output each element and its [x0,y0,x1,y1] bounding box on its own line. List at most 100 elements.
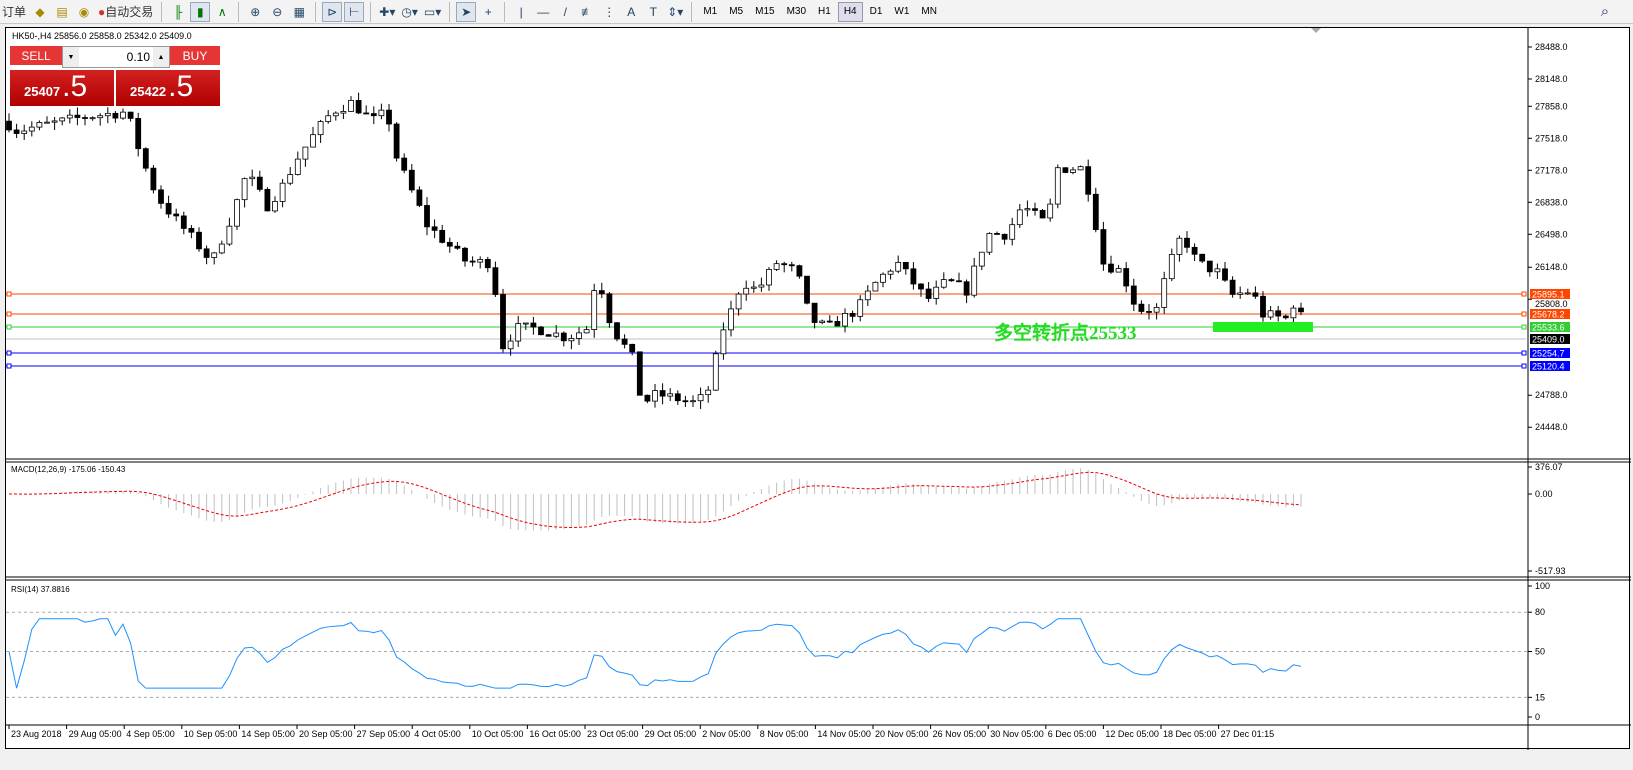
pivot-annotation: 多空转折点25533 [994,323,1137,344]
fibonacci-icon[interactable]: ≢ [581,4,594,19]
zoom-out-icon[interactable]: ⊖ [272,4,283,19]
candle-body [986,233,993,253]
expert-button[interactable]: ◉ [74,2,94,22]
candle-body [545,334,552,337]
level-price-label: 25254.7 [1532,349,1565,359]
timeframe-h1[interactable]: H1 [818,6,831,17]
candle-body [150,167,157,191]
price-tick-label: 27518.0 [1535,133,1568,143]
candle-body [933,286,940,299]
date-label: 20 Sep 05:00 [299,729,353,739]
new-order-button[interactable]: 订单 [0,2,28,22]
candle-body [659,390,666,397]
line-chart-icon[interactable]: ∧ [217,4,227,19]
candle-body [690,400,696,403]
candle-body [1085,166,1092,195]
buy-price[interactable]: 25422.5 [116,70,220,106]
crosshair-icon[interactable]: + [484,4,492,19]
indicators-icon[interactable]: ✚▾ [379,4,396,19]
level-price-label: 25533.6 [1532,323,1565,333]
candle-body [925,288,932,299]
buy-price-main: 25422 [130,84,167,99]
candle-body [811,302,818,323]
history-button[interactable]: ◆ [30,2,50,22]
chart-canvas[interactable]: 28488.0 28148.0 27858.0 27518.0 27178.0 26838… [6,28,1631,750]
expert-icon: ◉ [78,4,90,19]
candle-body [6,120,12,131]
rsi-tick-label: 80 [1535,607,1545,617]
candle-body [1100,229,1107,265]
toolbar: 订单 ◆ ▤ ◉ ● 自动交易 ╟ ▮ ∧ ⊕ ⊖ ▦ ⊳ ⊢ ✚▾ ◷▾ ▭▾ ➤ + | — / ≢ ⋮ A T ⇕▾ M1 M5 M… [0,0,1633,24]
lot-size-stepper[interactable]: ▼ ▲ [62,46,170,68]
autotrading-icon: ● [98,4,106,19]
search-icon[interactable]: ⌕ [1600,3,1610,20]
candle-body [728,308,734,331]
buy-button[interactable]: BUY [170,46,220,66]
price-tick-label: 28148.0 [1535,74,1568,84]
candle-body [788,264,795,267]
rsi-tick-label: 0 [1535,712,1540,722]
auto-scroll-icon[interactable]: ⊳ [322,1,343,22]
trendline-icon[interactable]: / [563,4,567,19]
candle-body [1267,310,1274,318]
channels-icon[interactable]: ⋮ [603,4,616,19]
date-label: 14 Nov 05:00 [817,729,871,739]
horizontal-line-icon[interactable]: — [537,4,550,19]
timeframe-m5[interactable]: M5 [729,6,744,17]
level-price-tag [1530,322,1570,332]
macd-tick-label: -517.93 [1535,566,1566,576]
sell-button[interactable]: SELL [10,46,62,66]
toolbar-label: 订单 [2,5,27,19]
candle-body [834,321,841,327]
candlestick-icon[interactable]: ▮ [190,1,211,22]
candle-body [36,122,43,128]
candle-body [781,263,788,266]
cursor-icon[interactable]: ➤ [456,1,477,22]
candle-body [652,390,658,402]
lot-size-input[interactable] [79,50,153,64]
arrows-icon[interactable]: ⇕▾ [667,4,684,19]
date-label: 4 Sep 05:00 [126,729,175,739]
bar-chart-icon[interactable]: ╟ [174,4,183,19]
candle-body [1146,311,1152,313]
templates-icon[interactable]: ▭▾ [423,4,442,19]
price-tick-label: 26498.0 [1535,229,1568,239]
candle-body [720,329,727,355]
candle-body [598,290,605,295]
chart-shift-icon[interactable]: ⊢ [344,1,365,22]
periods-icon[interactable]: ◷▾ [401,4,418,19]
level-handle [6,324,12,330]
tile-windows-icon[interactable]: ▦ [293,4,305,19]
level-price-label: 25678.2 [1532,310,1565,320]
candle-body [279,182,286,202]
candle-body [1229,279,1236,295]
signal-button[interactable]: ▤ [52,2,72,22]
sell-price[interactable]: 25407.5 [10,70,114,106]
level-price-tag [1530,309,1570,319]
candle-body [1199,253,1206,262]
candle-body [1070,169,1076,173]
candle-body [218,243,225,254]
timeframe-h4[interactable]: H4 [837,1,863,22]
candle-body [796,265,803,277]
candle-body [355,99,362,114]
timeframe-m1[interactable]: M1 [703,6,718,17]
chart-window[interactable]: 28488.0 28148.0 27858.0 27518.0 27178.0 26838… [5,27,1631,750]
candle-body [1054,167,1061,205]
text-label-icon[interactable]: T [649,4,657,19]
decrease-lot-icon[interactable]: ▼ [63,47,79,67]
candle-body [454,245,461,249]
timeframe-d1[interactable]: D1 [869,6,883,17]
timeframe-w1[interactable]: W1 [894,6,910,17]
candle-body [1282,315,1289,319]
timeframe-m30[interactable]: M30 [786,6,807,17]
zoom-in-icon[interactable]: ⊕ [250,4,261,19]
autotrading-button[interactable]: ● 自动交易 [96,2,155,22]
timeframe-mn[interactable]: MN [921,6,937,17]
increase-lot-icon[interactable]: ▲ [153,47,169,67]
date-label: 23 Aug 2018 [11,729,62,739]
text-icon[interactable]: A [627,4,636,19]
vertical-line-icon[interactable]: | [519,4,523,19]
candle-body [705,389,712,396]
timeframe-m15[interactable]: M15 [755,6,775,17]
